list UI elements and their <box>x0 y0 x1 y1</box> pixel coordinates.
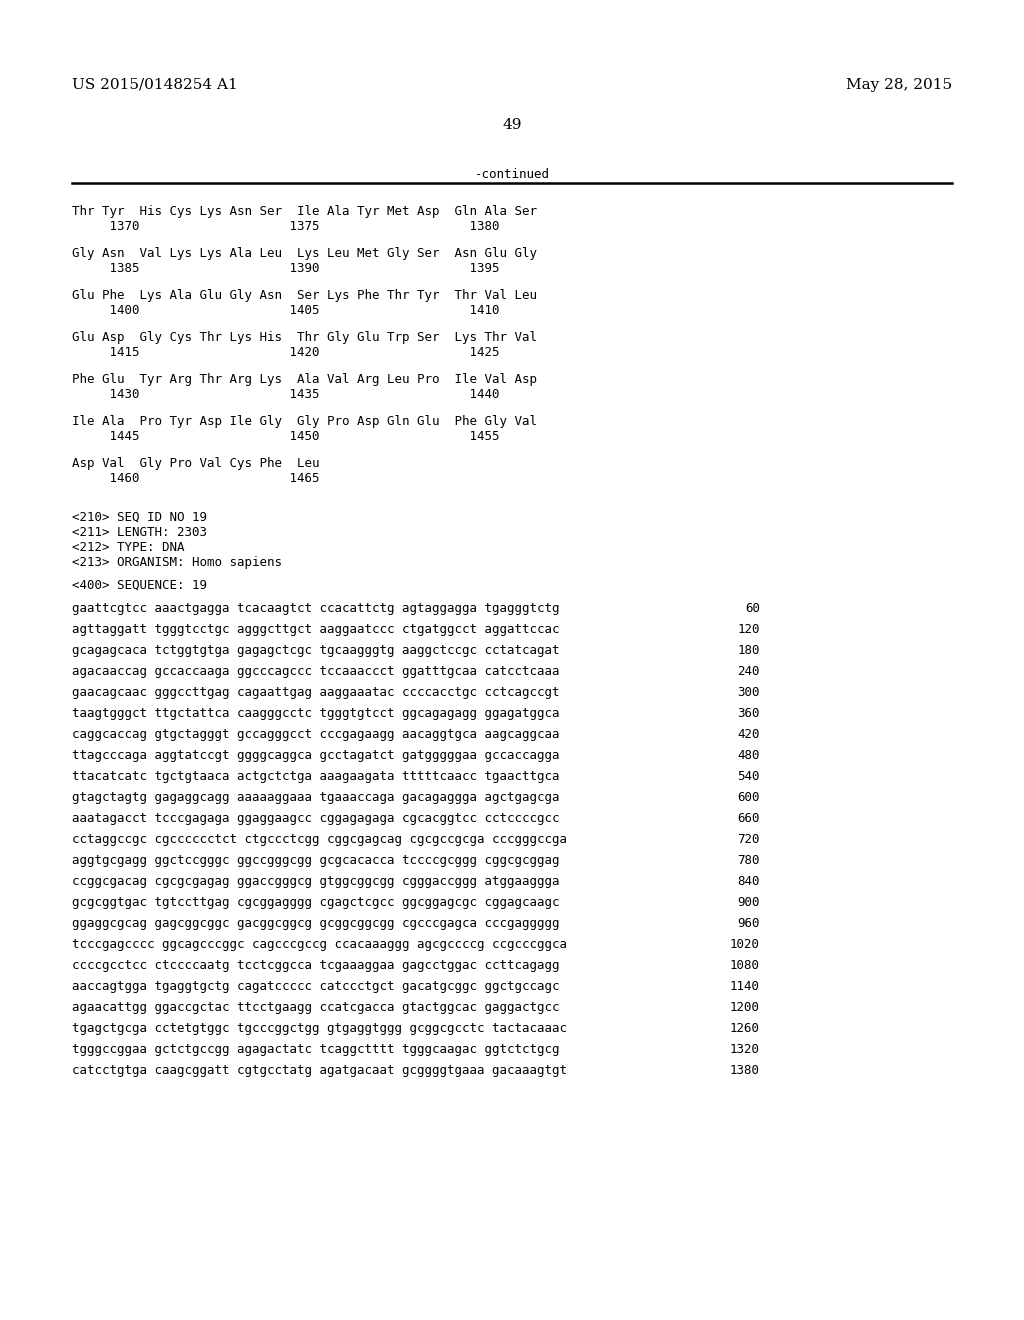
Text: Thr Tyr  His Cys Lys Asn Ser  Ile Ala Tyr Met Asp  Gln Ala Ser: Thr Tyr His Cys Lys Asn Ser Ile Ala Tyr … <box>72 205 537 218</box>
Text: agttaggatt tgggtcctgc agggcttgct aaggaatccc ctgatggcct aggattccac: agttaggatt tgggtcctgc agggcttgct aaggaat… <box>72 623 559 636</box>
Text: 900: 900 <box>737 896 760 909</box>
Text: ttacatcatc tgctgtaaca actgctctga aaagaagata tttttcaacc tgaacttgca: ttacatcatc tgctgtaaca actgctctga aaagaag… <box>72 770 559 783</box>
Text: Ile Ala  Pro Tyr Asp Ile Gly  Gly Pro Asp Gln Glu  Phe Gly Val: Ile Ala Pro Tyr Asp Ile Gly Gly Pro Asp … <box>72 414 537 428</box>
Text: gcgcggtgac tgtccttgag cgcggagggg cgagctcgcc ggcggagcgc cggagcaagc: gcgcggtgac tgtccttgag cgcggagggg cgagctc… <box>72 896 559 909</box>
Text: 1370                    1375                    1380: 1370 1375 1380 <box>72 220 500 234</box>
Text: aaccagtgga tgaggtgctg cagatccccc catccctgct gacatgcggc ggctgccagc: aaccagtgga tgaggtgctg cagatccccc catccct… <box>72 979 559 993</box>
Text: gtagctagtg gagaggcagg aaaaaggaaa tgaaaccaga gacagaggga agctgagcga: gtagctagtg gagaggcagg aaaaaggaaa tgaaacc… <box>72 791 559 804</box>
Text: 1400                    1405                    1410: 1400 1405 1410 <box>72 304 500 317</box>
Text: 240: 240 <box>737 665 760 678</box>
Text: <211> LENGTH: 2303: <211> LENGTH: 2303 <box>72 525 207 539</box>
Text: 60: 60 <box>745 602 760 615</box>
Text: 49: 49 <box>502 117 522 132</box>
Text: tcccgagcccc ggcagcccggc cagcccgccg ccacaaaggg agcgccccg ccgcccggca: tcccgagcccc ggcagcccggc cagcccgccg ccaca… <box>72 939 567 950</box>
Text: aaatagacct tcccgagaga ggaggaagcc cggagagaga cgcacggtcc cctccccgcc: aaatagacct tcccgagaga ggaggaagcc cggagag… <box>72 812 559 825</box>
Text: Phe Glu  Tyr Arg Thr Arg Lys  Ala Val Arg Leu Pro  Ile Val Asp: Phe Glu Tyr Arg Thr Arg Lys Ala Val Arg … <box>72 374 537 385</box>
Text: 1200: 1200 <box>730 1001 760 1014</box>
Text: caggcaccag gtgctagggt gccagggcct cccgagaagg aacaggtgca aagcaggcaa: caggcaccag gtgctagggt gccagggcct cccgaga… <box>72 729 559 741</box>
Text: Gly Asn  Val Lys Lys Ala Leu  Lys Leu Met Gly Ser  Asn Glu Gly: Gly Asn Val Lys Lys Ala Leu Lys Leu Met … <box>72 247 537 260</box>
Text: Glu Asp  Gly Cys Thr Lys His  Thr Gly Glu Trp Ser  Lys Thr Val: Glu Asp Gly Cys Thr Lys His Thr Gly Glu … <box>72 331 537 345</box>
Text: ttagcccaga aggtatccgt ggggcaggca gcctagatct gatgggggaa gccaccagga: ttagcccaga aggtatccgt ggggcaggca gcctaga… <box>72 748 559 762</box>
Text: <212> TYPE: DNA: <212> TYPE: DNA <box>72 541 184 554</box>
Text: 1320: 1320 <box>730 1043 760 1056</box>
Text: -continued: -continued <box>474 168 550 181</box>
Text: ccccgcctcc ctccccaatg tcctcggcca tcgaaaggaa gagcctggac ccttcagagg: ccccgcctcc ctccccaatg tcctcggcca tcgaaag… <box>72 960 559 972</box>
Text: 960: 960 <box>737 917 760 931</box>
Text: Glu Phe  Lys Ala Glu Gly Asn  Ser Lys Phe Thr Tyr  Thr Val Leu: Glu Phe Lys Ala Glu Gly Asn Ser Lys Phe … <box>72 289 537 302</box>
Text: 720: 720 <box>737 833 760 846</box>
Text: <400> SEQUENCE: 19: <400> SEQUENCE: 19 <box>72 579 207 591</box>
Text: gaattcgtcc aaactgagga tcacaagtct ccacattctg agtaggagga tgagggtctg: gaattcgtcc aaactgagga tcacaagtct ccacatt… <box>72 602 559 615</box>
Text: May 28, 2015: May 28, 2015 <box>846 78 952 92</box>
Text: 360: 360 <box>737 708 760 719</box>
Text: 1380: 1380 <box>730 1064 760 1077</box>
Text: 1260: 1260 <box>730 1022 760 1035</box>
Text: gcagagcaca tctggtgtga gagagctcgc tgcaagggtg aaggctccgc cctatcagat: gcagagcaca tctggtgtga gagagctcgc tgcaagg… <box>72 644 559 657</box>
Text: gaacagcaac gggccttgag cagaattgag aaggaaatac ccccacctgc cctcagccgt: gaacagcaac gggccttgag cagaattgag aaggaaa… <box>72 686 559 700</box>
Text: 660: 660 <box>737 812 760 825</box>
Text: cctaggccgc cgcccccctct ctgccctcgg cggcgagcag cgcgccgcga cccgggccga: cctaggccgc cgcccccctct ctgccctcgg cggcga… <box>72 833 567 846</box>
Text: 180: 180 <box>737 644 760 657</box>
Text: taagtgggct ttgctattca caagggcctc tgggtgtcct ggcagagagg ggagatggca: taagtgggct ttgctattca caagggcctc tgggtgt… <box>72 708 559 719</box>
Text: <213> ORGANISM: Homo sapiens: <213> ORGANISM: Homo sapiens <box>72 556 282 569</box>
Text: 420: 420 <box>737 729 760 741</box>
Text: ccggcgacag cgcgcgagag ggaccgggcg gtggcggcgg cgggaccggg atggaaggga: ccggcgacag cgcgcgagag ggaccgggcg gtggcgg… <box>72 875 559 888</box>
Text: agaacattgg ggaccgctac ttcctgaagg ccatcgacca gtactggcac gaggactgcc: agaacattgg ggaccgctac ttcctgaagg ccatcga… <box>72 1001 559 1014</box>
Text: 780: 780 <box>737 854 760 867</box>
Text: 120: 120 <box>737 623 760 636</box>
Text: US 2015/0148254 A1: US 2015/0148254 A1 <box>72 78 238 92</box>
Text: tgggccggaa gctctgccgg agagactatc tcaggctttt tgggcaagac ggtctctgcg: tgggccggaa gctctgccgg agagactatc tcaggct… <box>72 1043 559 1056</box>
Text: <210> SEQ ID NO 19: <210> SEQ ID NO 19 <box>72 511 207 524</box>
Text: 1445                    1450                    1455: 1445 1450 1455 <box>72 430 500 444</box>
Text: 600: 600 <box>737 791 760 804</box>
Text: 1140: 1140 <box>730 979 760 993</box>
Text: tgagctgcga cctetgtggc tgcccggctgg gtgaggtggg gcggcgcctc tactacaaac: tgagctgcga cctetgtggc tgcccggctgg gtgagg… <box>72 1022 567 1035</box>
Text: 1460                    1465: 1460 1465 <box>72 473 319 484</box>
Text: 1430                    1435                    1440: 1430 1435 1440 <box>72 388 500 401</box>
Text: 1020: 1020 <box>730 939 760 950</box>
Text: agacaaccag gccaccaaga ggcccagccc tccaaaccct ggatttgcaa catcctcaaa: agacaaccag gccaccaaga ggcccagccc tccaaac… <box>72 665 559 678</box>
Text: 300: 300 <box>737 686 760 700</box>
Text: 840: 840 <box>737 875 760 888</box>
Text: 1385                    1390                    1395: 1385 1390 1395 <box>72 261 500 275</box>
Text: catcctgtga caagcggatt cgtgcctatg agatgacaat gcggggtgaaa gacaaagtgt: catcctgtga caagcggatt cgtgcctatg agatgac… <box>72 1064 567 1077</box>
Text: aggtgcgagg ggctccgggc ggccgggcgg gcgcacacca tccccgcggg cggcgcggag: aggtgcgagg ggctccgggc ggccgggcgg gcgcaca… <box>72 854 559 867</box>
Text: 480: 480 <box>737 748 760 762</box>
Text: ggaggcgcag gagcggcggc gacggcggcg gcggcggcgg cgcccgagca cccgaggggg: ggaggcgcag gagcggcggc gacggcggcg gcggcgg… <box>72 917 559 931</box>
Text: 1415                    1420                    1425: 1415 1420 1425 <box>72 346 500 359</box>
Text: 1080: 1080 <box>730 960 760 972</box>
Text: Asp Val  Gly Pro Val Cys Phe  Leu: Asp Val Gly Pro Val Cys Phe Leu <box>72 457 319 470</box>
Text: 540: 540 <box>737 770 760 783</box>
